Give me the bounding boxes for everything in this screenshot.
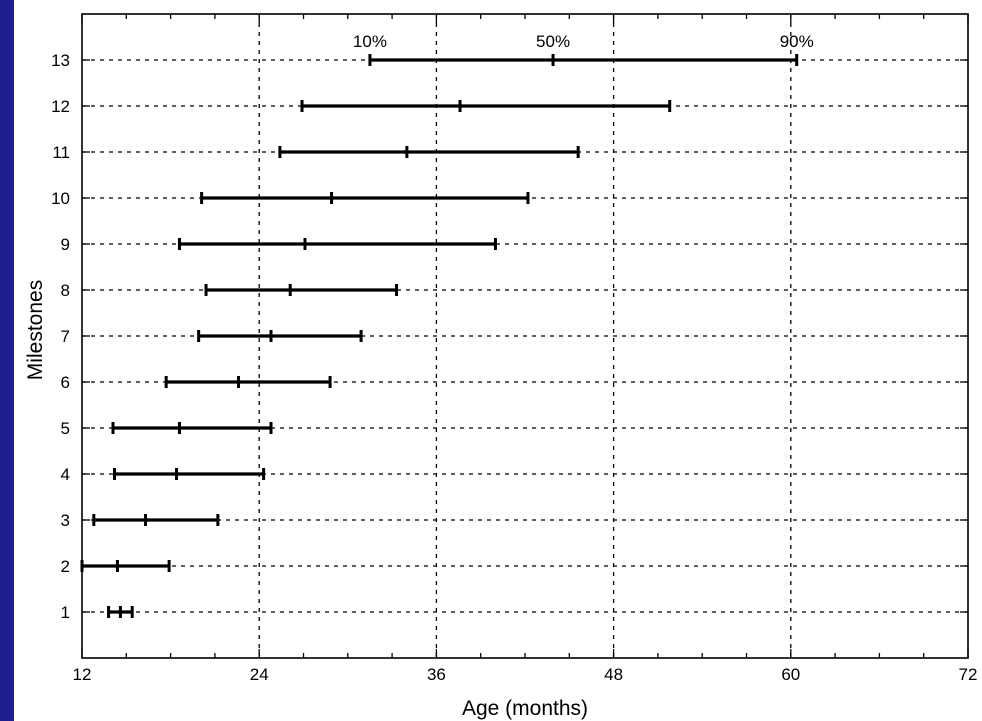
milestone-bar-13 [368, 54, 799, 66]
milestone-bar-3 [92, 514, 220, 526]
y-tick-label-6: 6 [61, 373, 70, 392]
milestone-bar-10 [200, 192, 530, 204]
y-tick-label-12: 12 [51, 97, 70, 116]
milestone-bar-8 [204, 284, 399, 296]
x-tick-label-72: 72 [959, 665, 978, 684]
y-tick-label-1: 1 [61, 603, 70, 622]
y-tick-label-3: 3 [61, 511, 70, 530]
y-tick-label-9: 9 [61, 235, 70, 254]
x-tick-label-36: 36 [427, 665, 446, 684]
y-tick-label-13: 13 [51, 51, 70, 70]
percentile-label-1: 50% [536, 32, 570, 51]
labels: Age (months) Milestones 12 24 36 48 60 721234… [24, 32, 977, 720]
milestone-bar-5 [111, 422, 273, 434]
percentile-label-0: 10% [353, 32, 387, 51]
milestone-bar-7 [197, 330, 363, 342]
y-tick-label-5: 5 [61, 419, 70, 438]
y-tick-label-10: 10 [51, 189, 70, 208]
y-tick-label-7: 7 [61, 327, 70, 346]
x-tick-label-12: 12 [73, 665, 92, 684]
x-tick-label-60: 60 [781, 665, 800, 684]
milestone-bar-6 [164, 376, 332, 388]
milestone-bar-12 [300, 100, 672, 112]
y-tick-label-8: 8 [61, 281, 70, 300]
milestone-bar-1 [107, 606, 134, 618]
milestone-bar-9 [177, 238, 497, 250]
y-axis-title: Milestones [24, 280, 47, 380]
x-tick-label-48: 48 [604, 665, 623, 684]
y-tick-label-2: 2 [61, 557, 70, 576]
x-tick-label-24: 24 [250, 665, 269, 684]
percentile-label-2: 90% [780, 32, 814, 51]
y-tick-label-11: 11 [52, 143, 70, 162]
x-axis-title: Age (months) [462, 697, 588, 720]
milestone-bar-11 [278, 146, 580, 158]
chart-panel [14, 0, 982, 721]
milestone-bars [80, 54, 799, 618]
y-tick-label-4: 4 [61, 465, 70, 484]
milestone-bar-2 [80, 560, 171, 572]
axis-ticks [81, 14, 969, 658]
milestone-bar-4 [112, 468, 266, 480]
